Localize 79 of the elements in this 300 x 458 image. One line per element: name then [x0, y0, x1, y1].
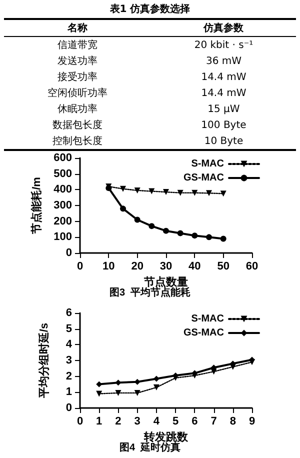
y-tick-label: 0: [66, 247, 72, 259]
point: [192, 190, 198, 196]
point: [220, 236, 226, 242]
text: 10 Byte: [151, 133, 296, 150]
text: 15 μW: [206, 102, 241, 116]
x-tick-label: 4: [153, 416, 160, 428]
point: [220, 190, 226, 197]
x-tick-label: 6: [192, 416, 198, 428]
text: 仿真参数: [151, 19, 296, 36]
text: 图4 延时仿真: [119, 442, 181, 454]
y-tick-label: 5: [66, 322, 72, 335]
x-tick-label: 0: [76, 260, 84, 272]
legend-label: GS-MAC: [183, 328, 224, 338]
point: [115, 390, 122, 396]
y-tick-label: 6: [66, 307, 72, 319]
x-tick-label: 2: [115, 416, 122, 428]
text: 发送功率: [56, 54, 99, 69]
y-tick-label: 100: [54, 231, 72, 244]
y-tick-label: 200: [54, 215, 72, 228]
point: [120, 186, 126, 192]
point: [134, 216, 140, 223]
text: 空闲侦听功率: [46, 86, 109, 101]
x-tick-label: 30: [160, 260, 172, 272]
x-tick-label: 1: [96, 416, 102, 428]
x-tick-label: 10: [102, 260, 115, 272]
legend-label: GS-MAC: [183, 172, 224, 184]
legend-label: S-MAC: [191, 314, 224, 324]
legend-label: S-MAC: [191, 158, 224, 170]
x-tick-label: 7: [210, 416, 217, 428]
y-axis-title: 平均分组时延/s: [38, 322, 50, 400]
x-tick-label: 40: [188, 260, 201, 272]
y-tick-label: 3: [66, 354, 72, 366]
point: [177, 190, 184, 196]
text: 100 Byte: [200, 118, 248, 132]
x-tick-label: 9: [248, 416, 256, 428]
y-tick-label: 4: [66, 338, 73, 351]
text: 图3 平均节点能耗: [109, 286, 191, 298]
y-tick-label: 2: [66, 370, 72, 382]
x-tick-label: 60: [246, 260, 258, 272]
point: [148, 223, 155, 230]
x-axis-title: 节点数量: [143, 275, 188, 288]
x-tick-label: 20: [131, 260, 144, 272]
point: [153, 376, 160, 382]
x-tick-label: 50: [217, 260, 230, 272]
point: [206, 190, 212, 196]
y-tick-label: 1: [66, 386, 72, 398]
point: [192, 232, 198, 239]
point: [134, 390, 140, 396]
text: 名称: [4, 19, 152, 36]
point: [163, 228, 169, 234]
x-tick-label: 3: [134, 416, 140, 428]
point: [206, 234, 212, 240]
text: 控制包长度: [4, 133, 152, 150]
text: 信道带宽: [56, 38, 99, 53]
point: [120, 206, 126, 212]
point: [153, 384, 160, 390]
y-tick-label: 600: [54, 152, 72, 164]
point: [148, 188, 155, 194]
point: [163, 189, 169, 196]
text: 14.4 mW: [200, 70, 248, 84]
text: 接受功率: [56, 70, 99, 85]
text: 表1 仿真参数选择: [108, 2, 192, 16]
text: 数据包长度: [52, 118, 104, 133]
point: [134, 187, 140, 194]
text: 36 mW: [204, 54, 243, 68]
x-tick-label: 5: [172, 416, 179, 428]
y-tick-label: 0: [66, 402, 72, 414]
x-tick-label: 8: [230, 416, 236, 428]
point: [177, 230, 184, 236]
point: [96, 390, 102, 397]
y-tick-label: 300: [54, 200, 72, 212]
x-tick-label: 0: [76, 416, 84, 428]
y-tick-label: 500: [54, 168, 72, 180]
x-axis-title: 转发跳数: [143, 430, 189, 444]
text: 休眠功率: [56, 102, 99, 117]
text: 14.4 mW: [200, 86, 248, 100]
y-axis-title: 节点能耗/m: [30, 176, 44, 235]
y-tick-label: 400: [54, 184, 72, 196]
text: 20 kbit · s⁻¹: [193, 38, 254, 52]
